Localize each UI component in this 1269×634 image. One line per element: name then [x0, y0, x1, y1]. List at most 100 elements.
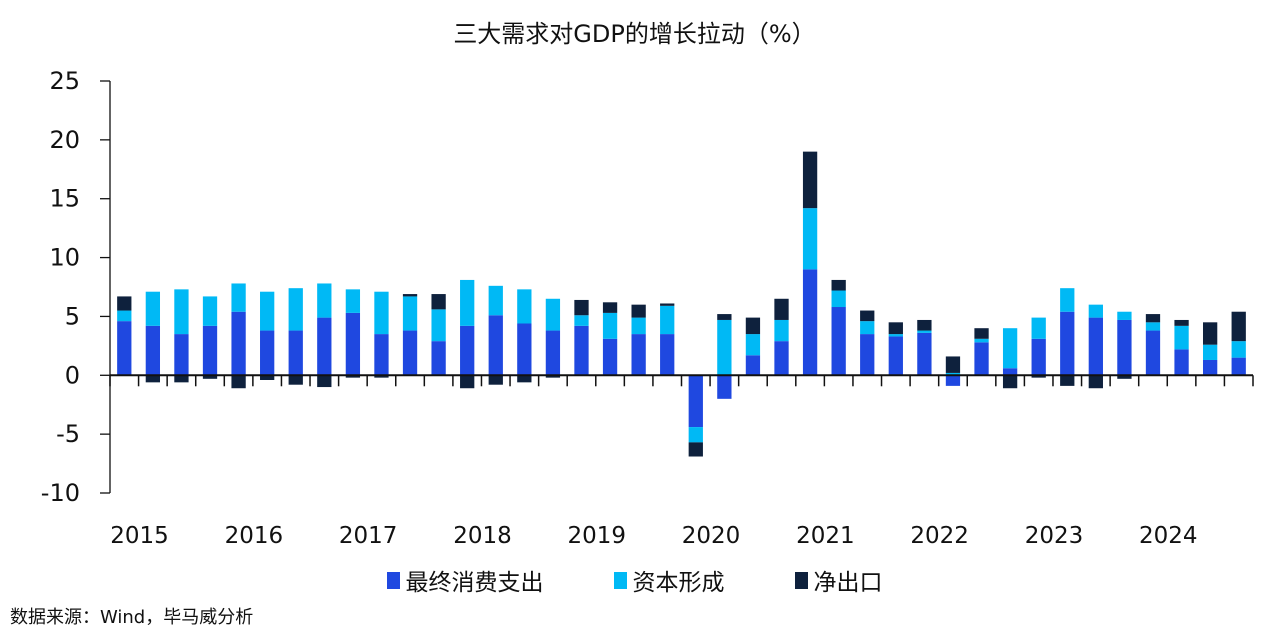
bar-consumption	[1060, 311, 1075, 376]
bar-capital-formation	[945, 372, 961, 376]
bar-consumption	[1145, 330, 1161, 376]
bar-capital-formation	[117, 310, 132, 322]
bar-net-exports	[802, 151, 818, 209]
bar-consumption	[945, 375, 961, 386]
bar-capital-formation	[260, 291, 275, 331]
bar-capital-formation	[402, 296, 418, 331]
legend-label-consumption: 最终消费支出	[405, 570, 544, 596]
bar-consumption	[545, 330, 561, 376]
bar-capital-formation	[574, 315, 589, 326]
bar-capital-formation	[1031, 317, 1046, 339]
bar-consumption	[888, 336, 903, 376]
bar-consumption	[774, 341, 789, 376]
bar-net-exports	[745, 317, 761, 335]
bar-capital-formation	[802, 208, 818, 270]
bar-consumption	[602, 338, 618, 376]
legend: 最终消费支出 资本形成 净出口	[0, 563, 1269, 597]
bar-net-exports	[1117, 375, 1132, 379]
bar-consumption	[374, 334, 389, 376]
bar-consumption	[1117, 319, 1132, 376]
bar-net-exports	[460, 375, 475, 389]
legend-label-capital-formation: 资本形成	[632, 570, 725, 596]
bar-capital-formation	[974, 338, 989, 343]
bar-capital-formation	[231, 283, 246, 312]
bar-consumption	[745, 355, 761, 376]
bar-consumption	[1002, 368, 1018, 376]
y-tick-label: 5	[65, 302, 80, 330]
bar-capital-formation	[174, 289, 189, 335]
bar-capital-formation	[545, 298, 561, 331]
bar-capital-formation	[460, 279, 475, 326]
bar-net-exports	[1145, 314, 1161, 323]
source-note: 数据来源：Wind，毕马威分析	[10, 607, 254, 628]
bar-consumption	[1202, 359, 1218, 376]
legend-item-net-exports: 净出口	[794, 563, 883, 597]
bar-consumption	[317, 317, 332, 376]
bar-consumption	[402, 330, 418, 376]
bar-consumption	[145, 325, 161, 376]
bar-capital-formation	[488, 285, 503, 316]
x-tick-label: 2022	[910, 523, 969, 549]
bar-capital-formation	[317, 283, 332, 318]
bar-consumption	[1031, 338, 1046, 376]
bar-consumption	[288, 330, 303, 376]
bar-net-exports	[717, 314, 732, 320]
bar-capital-formation	[517, 289, 532, 324]
bar-consumption	[974, 342, 989, 376]
bar-net-exports	[374, 375, 389, 378]
bar-net-exports	[545, 375, 561, 378]
bars	[117, 151, 1246, 457]
bar-net-exports	[860, 310, 875, 322]
bar-net-exports	[1231, 311, 1246, 342]
bar-net-exports	[945, 356, 961, 373]
bar-net-exports	[631, 304, 646, 318]
bar-consumption	[517, 323, 532, 376]
bar-capital-formation	[831, 290, 846, 308]
bar-consumption	[1088, 317, 1103, 376]
bar-capital-formation	[1231, 341, 1246, 358]
bar-net-exports	[574, 299, 589, 316]
bar-capital-formation	[1002, 328, 1018, 369]
bar-net-exports	[1002, 375, 1018, 389]
legend-label-net-exports: 净出口	[813, 570, 883, 596]
bar-net-exports	[345, 375, 361, 378]
bar-capital-formation	[888, 334, 903, 337]
y-tick-label: 25	[49, 67, 80, 95]
bar-capital-formation	[917, 330, 932, 333]
bar-net-exports	[517, 375, 532, 383]
bar-capital-formation	[431, 309, 446, 342]
bar-net-exports	[974, 328, 989, 339]
bar-capital-formation	[1202, 344, 1218, 360]
bar-capital-formation	[631, 317, 646, 335]
bar-consumption	[802, 269, 818, 376]
bar-capital-formation	[1174, 325, 1189, 350]
x-tick-label: 2015	[110, 523, 169, 549]
bar-capital-formation	[345, 289, 361, 313]
bar-consumption	[717, 375, 732, 399]
bar-net-exports	[288, 375, 303, 385]
bar-capital-formation	[602, 312, 618, 339]
bar-capital-formation	[374, 291, 389, 335]
bar-capital-formation	[1145, 322, 1161, 331]
bar-consumption	[460, 325, 475, 376]
bar-net-exports	[688, 442, 703, 457]
x-tick-label: 2016	[225, 523, 284, 549]
bar-net-exports	[660, 303, 675, 306]
legend-item-capital-formation: 资本形成	[613, 563, 725, 597]
x-tick-label: 2017	[339, 523, 398, 549]
legend-swatch-capital-formation	[613, 571, 627, 589]
bar-capital-formation	[745, 334, 761, 356]
bar-net-exports	[1174, 319, 1189, 326]
bar-net-exports	[1031, 375, 1046, 378]
bar-consumption	[1231, 357, 1246, 376]
bar-consumption	[117, 321, 132, 376]
bar-net-exports	[831, 279, 846, 291]
x-tick-label: 2024	[1139, 523, 1198, 549]
bar-net-exports	[145, 375, 161, 383]
bar-net-exports	[602, 302, 618, 313]
bar-consumption	[660, 334, 675, 376]
bar-net-exports	[488, 375, 503, 385]
bar-consumption	[174, 334, 189, 376]
bar-consumption	[631, 334, 646, 376]
